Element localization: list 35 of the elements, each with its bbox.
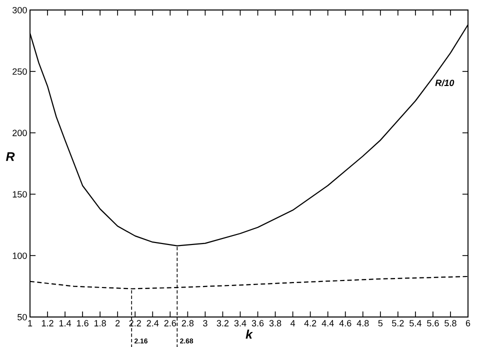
y-tick-label: 300 xyxy=(12,6,27,14)
x-tick-label: 4.2 xyxy=(304,320,316,326)
x-tick-label: 2.4 xyxy=(146,320,159,326)
x-tick-label: 2.6 xyxy=(164,320,176,326)
x-tick-label: 3.2 xyxy=(216,320,229,326)
y-axis-title: R xyxy=(6,152,15,161)
annotation: R/10 xyxy=(435,79,454,86)
x-tick-label: 5.2 xyxy=(392,320,404,326)
x-tick-label: 4.4 xyxy=(322,320,334,326)
x-tick-label: 6 xyxy=(466,320,470,326)
x-tick-label: 1.4 xyxy=(59,320,72,326)
x-tick-label: 5 xyxy=(378,320,383,326)
y-tick-label: 100 xyxy=(12,252,27,259)
x-tick-label: 3.4 xyxy=(234,320,246,326)
x-tick-label: 3.8 xyxy=(269,320,282,326)
y-tick-label: 200 xyxy=(12,130,27,136)
x-tick-label: 3 xyxy=(203,320,208,326)
x-axis-title: k xyxy=(246,330,253,339)
y-tick-label: 250 xyxy=(12,68,27,75)
x-tick-label: 1.2 xyxy=(42,320,54,326)
y-tick-label: 50 xyxy=(18,314,27,320)
y-tick-label: 150 xyxy=(12,191,27,198)
x-tick-label: 5.6 xyxy=(427,320,439,326)
x-tick-label: 4.8 xyxy=(356,320,369,326)
x-tick-label: 1.6 xyxy=(76,320,88,326)
x-tick-label: 2.8 xyxy=(182,320,194,326)
x-tick-label: 4.6 xyxy=(339,320,352,326)
x-tick-label: 1 xyxy=(28,320,32,326)
x-tick-label: 4 xyxy=(290,320,296,326)
x-tick-label: 3.6 xyxy=(252,320,264,326)
x-tick-label: 2.2 xyxy=(129,320,141,326)
x-tick-label: 1.8 xyxy=(94,320,106,326)
x-tick-label: 5.8 xyxy=(444,320,456,326)
x-tick-label: 2 xyxy=(116,320,120,326)
x-tick-label: 5.4 xyxy=(410,320,422,326)
